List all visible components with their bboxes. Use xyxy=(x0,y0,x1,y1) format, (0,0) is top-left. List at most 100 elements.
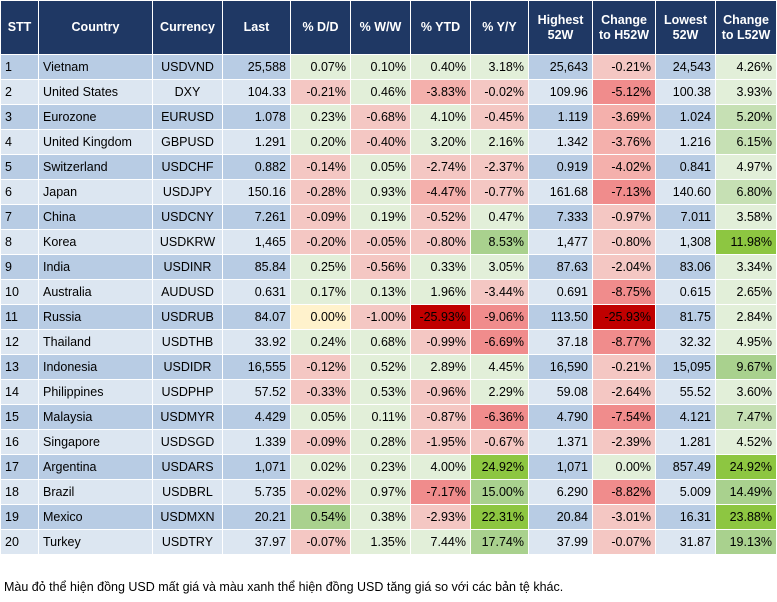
table-cell: Australia xyxy=(38,279,153,305)
table-cell: -3.83% xyxy=(410,79,471,105)
table-cell: -0.40% xyxy=(350,129,411,155)
table-cell: USDARS xyxy=(152,454,223,480)
table-cell: 1.291 xyxy=(222,129,291,155)
table-cell: 4.790 xyxy=(528,404,593,430)
table-cell: 19.13% xyxy=(715,529,777,555)
table-cell: 11.98% xyxy=(715,229,777,255)
table-cell: 4.10% xyxy=(410,104,471,130)
table-cell: -0.12% xyxy=(290,354,351,380)
table-cell: USDMXN xyxy=(152,504,223,530)
table-cell: 8.53% xyxy=(470,229,529,255)
table-row: 10 Australia AUDUSD 0.631 0.17% 0.13% 1.96% -3.… xyxy=(0,279,777,305)
table-cell: 37.99 xyxy=(528,529,593,555)
table-cell: 7.44% xyxy=(410,529,471,555)
table-cell: 5.009 xyxy=(655,479,716,505)
table-cell: 0.28% xyxy=(350,429,411,455)
table-cell: United Kingdom xyxy=(38,129,153,155)
table-cell: -3.76% xyxy=(592,129,656,155)
table-cell: 17.74% xyxy=(470,529,529,555)
table-cell: -0.21% xyxy=(290,79,351,105)
table-cell: 81.75 xyxy=(655,304,716,330)
table-row: 16 Singapore USDSGD 1.339 -0.09% 0.28% -1.95% -… xyxy=(0,429,777,455)
table-row: 6 Japan USDJPY 150.16 -0.28% 0.93% -4.47% -0.77… xyxy=(0,179,777,205)
table-row: 8 Korea USDKRW 1,465 -0.20% -0.05% -0.80% 8.53%… xyxy=(0,229,777,255)
table-cell: 87.63 xyxy=(528,254,593,280)
table-cell: 14 xyxy=(0,379,39,405)
table-cell: -2.64% xyxy=(592,379,656,405)
table-cell: 33.92 xyxy=(222,329,291,355)
table-cell: 25,643 xyxy=(528,54,593,80)
table-row: 19 Mexico USDMXN 20.21 0.54% 0.38% -2.93% 22.31… xyxy=(0,504,777,530)
table-cell: 109.96 xyxy=(528,79,593,105)
table-cell: 0.68% xyxy=(350,329,411,355)
column-header: Last xyxy=(222,0,291,55)
column-header: Change to L52W xyxy=(715,0,777,55)
table-cell: 20 xyxy=(0,529,39,555)
table-row: 11 Russia USDRUB 84.07 0.00% -1.00% -25.93% -9.… xyxy=(0,304,777,330)
table-cell: 113.50 xyxy=(528,304,593,330)
column-header: % W/W xyxy=(350,0,411,55)
table-cell: 0.24% xyxy=(290,329,351,355)
table-cell: 1,308 xyxy=(655,229,716,255)
table-cell: USDIDR xyxy=(152,354,223,380)
table-cell: 24,543 xyxy=(655,54,716,80)
table-cell: 7 xyxy=(0,204,39,230)
table-cell: 24.92% xyxy=(470,454,529,480)
table-cell: 1,071 xyxy=(222,454,291,480)
table-cell: 5.20% xyxy=(715,104,777,130)
table-cell: 13 xyxy=(0,354,39,380)
table-cell: 20.84 xyxy=(528,504,593,530)
table-cell: GBPUSD xyxy=(152,129,223,155)
table-cell: 2.16% xyxy=(470,129,529,155)
table-cell: 17 xyxy=(0,454,39,480)
table-cell: -4.47% xyxy=(410,179,471,205)
table-cell: -2.39% xyxy=(592,429,656,455)
table-cell: 0.23% xyxy=(350,454,411,480)
table-cell: 1.119 xyxy=(528,104,593,130)
table-cell: 0.00% xyxy=(592,454,656,480)
table-cell: -3.69% xyxy=(592,104,656,130)
table-cell: -0.56% xyxy=(350,254,411,280)
table-cell: USDCNY xyxy=(152,204,223,230)
table-cell: USDJPY xyxy=(152,179,223,205)
column-header: % Y/Y xyxy=(470,0,529,55)
column-header: Highest 52W xyxy=(528,0,593,55)
table-cell: 6.290 xyxy=(528,479,593,505)
table-cell: USDCHF xyxy=(152,154,223,180)
table-cell: 0.691 xyxy=(528,279,593,305)
table-cell: 5 xyxy=(0,154,39,180)
table-cell: 2.29% xyxy=(470,379,529,405)
table-cell: -25.93% xyxy=(592,304,656,330)
table-cell: -6.69% xyxy=(470,329,529,355)
table-cell: 1,477 xyxy=(528,229,593,255)
table-cell: DXY xyxy=(152,79,223,105)
table-cell: -5.12% xyxy=(592,79,656,105)
table-cell: 0.10% xyxy=(350,54,411,80)
table-row: 18 Brazil USDBRL 5.735 -0.02% 0.97% -7.17% 15.0… xyxy=(0,479,777,505)
table-cell: -7.17% xyxy=(410,479,471,505)
table-cell: Switzerland xyxy=(38,154,153,180)
table-cell: -0.67% xyxy=(470,429,529,455)
table-cell: 0.97% xyxy=(350,479,411,505)
table-cell: 15 xyxy=(0,404,39,430)
table-cell: -0.80% xyxy=(410,229,471,255)
table-cell: 2.84% xyxy=(715,304,777,330)
fx-table: STT Country Currency Last% D/D% W/W% YTD% Y… xyxy=(0,0,777,555)
header-row: STT Country Currency Last% D/D% W/W% YTD% Y… xyxy=(0,0,777,55)
table-cell: Brazil xyxy=(38,479,153,505)
table-cell: -0.02% xyxy=(470,79,529,105)
footnote: Màu đỏ thể hiện đồng USD mất giá và màu … xyxy=(4,580,564,594)
table-row: 1 Vietnam USDVND 25,588 0.07% 0.10% 0.40% 3.18%… xyxy=(0,54,777,80)
table-cell: 16.31 xyxy=(655,504,716,530)
table-cell: 0.38% xyxy=(350,504,411,530)
table-cell: 3.60% xyxy=(715,379,777,405)
table-cell: 31.87 xyxy=(655,529,716,555)
table-cell: 0.919 xyxy=(528,154,593,180)
table-cell: 4 xyxy=(0,129,39,155)
table-cell: 4.26% xyxy=(715,54,777,80)
table-cell: 15,095 xyxy=(655,354,716,380)
table-cell: 0.54% xyxy=(290,504,351,530)
table-cell: 55.52 xyxy=(655,379,716,405)
table-cell: 4.121 xyxy=(655,404,716,430)
